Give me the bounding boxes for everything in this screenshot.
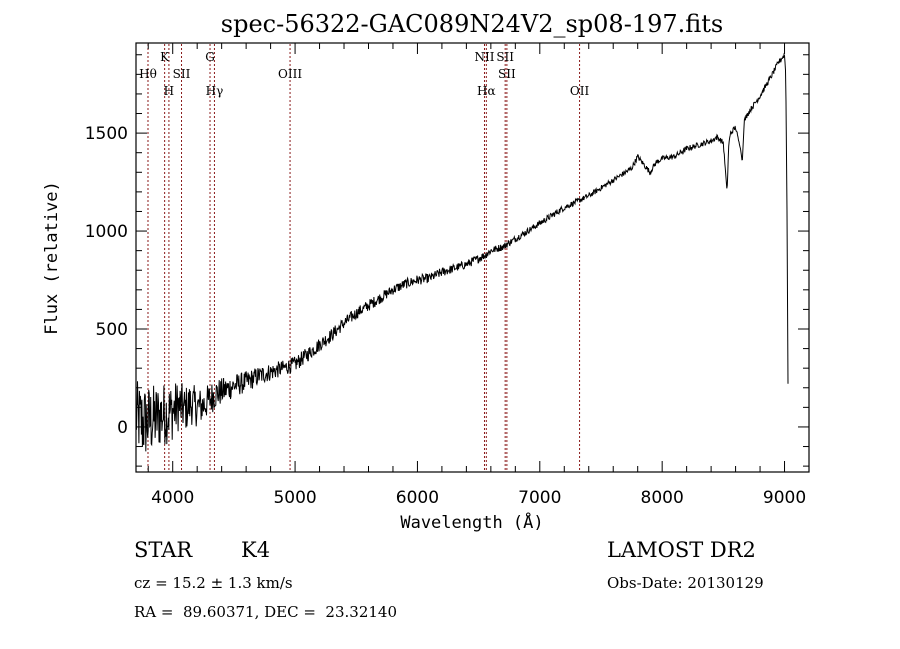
y-tick-label: 1000	[85, 222, 128, 242]
x-tick-label: 4000	[151, 488, 194, 508]
y-tick-labels: 0 500 1000 1500	[85, 124, 128, 438]
axis-ticks	[136, 43, 810, 472]
y-tick-label: 500	[96, 320, 128, 340]
subclass: K4	[241, 538, 271, 562]
emission-line-label: SII	[496, 50, 514, 64]
x-axis-label: Wavelength (Å)	[400, 511, 543, 533]
emission-line-label: OII	[570, 84, 590, 98]
spectrum-series	[135, 52, 789, 452]
emission-line-label: Hγ	[206, 84, 224, 98]
x-tick-label: 7000	[518, 488, 561, 508]
plot-frame	[135, 42, 810, 473]
x-tick-label: 9000	[763, 488, 806, 508]
chart-title: spec-56322-GAC089N24V2_sp08-197.fits	[221, 10, 723, 38]
y-tick-label: 0	[117, 418, 128, 438]
emission-line-label: Hθ	[139, 67, 157, 81]
redshift-info: cz = 15.2 ± 1.3 km/s	[134, 574, 293, 592]
emission-line-label: NII	[474, 50, 494, 64]
y-tick-label: 1500	[85, 124, 128, 144]
survey-name: LAMOST DR2	[607, 538, 756, 562]
coordinates-info: RA = 89.60371, DEC = 23.32140	[134, 603, 398, 621]
emission-line-label: K	[160, 50, 170, 64]
x-tick-label: 8000	[641, 488, 684, 508]
x-tick-label: 6000	[396, 488, 439, 508]
emission-line-label: OIII	[278, 67, 302, 81]
emission-line-label: H	[164, 84, 174, 98]
x-tick-label: 5000	[273, 488, 316, 508]
spectrum-line	[135, 52, 789, 452]
observation-date: Obs-Date: 20130129	[607, 574, 764, 592]
y-axis-label: Flux (relative)	[42, 181, 62, 335]
emission-line-label: SII	[173, 67, 191, 81]
object-class: STAR	[134, 538, 193, 562]
emission-line-label: Hα	[477, 84, 496, 98]
emission-line-label: SII	[498, 67, 516, 81]
emission-line-label: G	[205, 50, 215, 64]
x-tick-labels: 4000 5000 6000 7000 8000 9000	[151, 488, 806, 508]
